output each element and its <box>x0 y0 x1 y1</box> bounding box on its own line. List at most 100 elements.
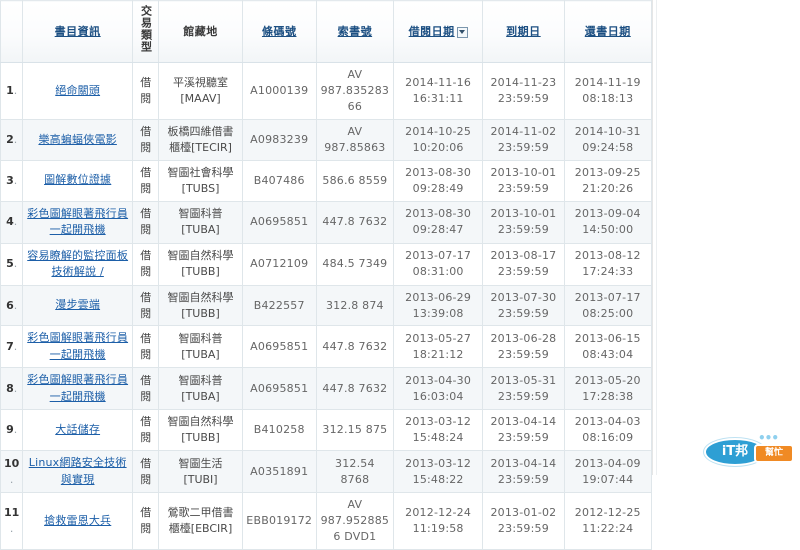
row-due-date: 2013-05-31 23:59:59 <box>482 367 565 411</box>
sort-link-return-date[interactable]: 還書日期 <box>584 24 631 38</box>
borrow-date-value: 2013-07-17 <box>405 249 472 263</box>
right-blank-pane <box>658 0 800 475</box>
row-call-number: AV 987.83528366 <box>315 62 394 120</box>
location-code: [MAAV] <box>180 91 221 105</box>
location-name: 智圖科普 <box>178 374 223 387</box>
location-code: [TUBB] <box>181 306 220 320</box>
call-number-line-1: 484.5 7349 <box>322 257 388 271</box>
sort-descending-icon[interactable] <box>456 27 468 39</box>
row-title: 大話儲存 <box>22 409 133 452</box>
return-date-value: 2013-09-25 <box>574 165 641 179</box>
row-call-number: 447.8 7632 <box>315 200 394 244</box>
transaction-type-char: 閱 <box>140 140 152 154</box>
row-index-dot: . <box>13 83 18 97</box>
title-link[interactable]: 大話儲存 <box>55 423 101 437</box>
row-due-date: 2013-04-14 23:59:59 <box>482 450 565 494</box>
borrow-date-value: 2013-08-30 <box>405 207 472 221</box>
borrow-time-value: 18:21:12 <box>412 347 464 361</box>
title-link[interactable]: Linux網路安全技術與實現 <box>28 456 127 486</box>
row-title: 彩色圖解眼著飛行員一起開飛機 <box>22 200 133 244</box>
title-link[interactable]: 圖解數位證據 <box>44 173 112 187</box>
title-link[interactable]: 容易瞭解的監控面板技術解說 / <box>27 248 129 279</box>
row-due-date: 2013-06-28 23:59:59 <box>482 325 565 369</box>
due-time-value: 23:59:59 <box>497 223 549 237</box>
due-date-value: 2013-06-28 <box>490 332 557 345</box>
column-header-location: 館藏地 <box>158 0 243 63</box>
due-time-value: 23:59:59 <box>497 389 549 403</box>
row-index-dot: . <box>13 423 18 437</box>
row-return-date: 2013-04-03 08:16:09 <box>563 409 653 452</box>
return-time-value: 14:50:00 <box>582 223 634 237</box>
row-barcode: A0351891 <box>241 450 317 494</box>
row-return-date: 2012-12-25 11:22:24 <box>563 492 653 550</box>
borrow-time-value: 16:03:04 <box>412 389 464 403</box>
row-title: 彩色圖解眼著飛行員一起開飛機 <box>22 325 133 369</box>
row-title: 樂高蝙蝠俠電影 <box>22 118 133 161</box>
title-link[interactable]: 絕命關頭 <box>55 83 101 97</box>
row-index: 1. <box>0 62 24 120</box>
due-time-value: 23:59:59 <box>497 472 549 486</box>
row-due-date: 2013-07-30 23:59:59 <box>482 284 565 327</box>
table-row: 9. 大話儲存借閱智圖自然科學[TUBB] B410258 312.15 875 201… <box>0 409 653 452</box>
sort-link-due-date[interactable]: 到期日 <box>506 24 541 38</box>
row-index-dot: . <box>13 298 18 312</box>
title-link[interactable]: 彩色圖解眼著飛行員一起開飛機 <box>27 373 129 403</box>
row-title: 彩色圖解眼著飛行員一起開飛機 <box>22 367 133 411</box>
return-time-value: 08:16:09 <box>582 431 634 445</box>
column-header-transaction-type-label: 交易類型 <box>139 5 153 54</box>
row-index-dot: . <box>9 522 14 536</box>
location-code: [EBCIR] <box>190 522 233 536</box>
due-time-value: 23:59:59 <box>497 140 549 154</box>
due-time-value: 23:59:59 <box>497 181 549 195</box>
row-call-number: 586.6 8559 <box>315 159 394 202</box>
transaction-type-char: 借 <box>140 374 152 387</box>
row-index: 11. <box>0 492 24 550</box>
borrow-date-value: 2014-11-16 <box>405 75 472 89</box>
sort-link-call-number[interactable]: 索書號 <box>337 24 373 38</box>
row-borrow-date: 2013-05-27 18:21:12 <box>392 325 484 369</box>
due-time-value: 23:59:59 <box>497 522 549 536</box>
borrow-time-value: 15:48:22 <box>412 472 464 486</box>
row-location: 智圖社會科學 [TUBS] <box>158 159 243 202</box>
transaction-type-char: 借 <box>140 249 152 263</box>
transaction-type-char: 閱 <box>140 306 152 320</box>
return-time-value: 21:20:26 <box>582 181 634 195</box>
location-name: 智圖自然科學 <box>167 290 234 304</box>
row-due-date: 2013-08-17 23:59:59 <box>482 242 565 286</box>
row-barcode: B410258 <box>241 409 317 452</box>
table-header: 書目資訊 交易類型 館藏地 條碼號 索書號 借閱日期 <box>0 0 653 63</box>
call-number-line-2: 8366 <box>347 83 390 113</box>
row-index: 9. <box>0 409 24 452</box>
column-header-call-number: 索書號 <box>315 0 394 63</box>
row-return-date: 2014-11-19 08:18:13 <box>563 62 653 120</box>
title-link[interactable]: 漫步雲端 <box>55 298 101 312</box>
title-link[interactable]: 樂高蝙蝠俠電影 <box>38 132 117 146</box>
row-borrow-date: 2013-03-12 15:48:22 <box>392 450 484 494</box>
location-code: [TUBA] <box>181 223 220 237</box>
row-due-date: 2013-01-02 23:59:59 <box>482 492 565 550</box>
title-link[interactable]: 彩色圖解眼著飛行員一起開飛機 <box>27 331 129 361</box>
row-transaction-type: 借閱 <box>131 62 160 120</box>
borrow-time-value: 10:20:06 <box>412 140 464 154</box>
sort-link-barcode[interactable]: 條碼號 <box>261 24 297 38</box>
row-due-date: 2013-10-01 23:59:59 <box>482 200 565 244</box>
sort-link-title[interactable]: 書目資訊 <box>54 24 101 38</box>
call-number-line-1: 312.54 8768 <box>335 456 375 486</box>
return-time-value: 17:24:33 <box>582 265 634 279</box>
sort-link-borrow-date[interactable]: 借閱日期 <box>408 24 455 38</box>
row-transaction-type: 借閱 <box>131 325 160 369</box>
due-time-value: 23:59:59 <box>497 431 549 445</box>
row-index: 8. <box>0 367 24 411</box>
barcode-value: A0712109 <box>250 257 309 271</box>
borrow-time-value: 09:28:49 <box>412 181 464 195</box>
call-number-line-1: AV 987.85 <box>324 124 364 154</box>
due-date-value: 2013-05-31 <box>490 374 557 387</box>
title-link[interactable]: 搶救雷恩大兵 <box>44 513 112 527</box>
title-link[interactable]: 彩色圖解眼著飛行員一起開飛機 <box>27 206 129 237</box>
row-borrow-date: 2014-10-25 10:20:06 <box>392 118 484 161</box>
column-header-title: 書目資訊 <box>22 0 133 63</box>
barcode-value: A0351891 <box>250 464 309 478</box>
return-date-value: 2013-06-15 <box>574 332 641 345</box>
due-time-value: 23:59:59 <box>497 347 549 361</box>
